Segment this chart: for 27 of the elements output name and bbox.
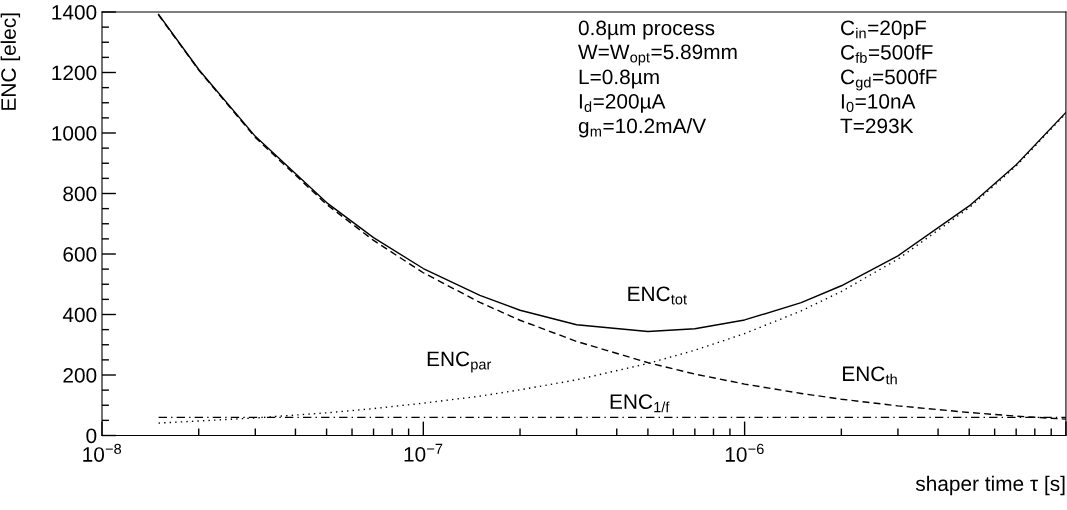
- y-tick-label: 1400: [52, 5, 97, 20]
- series-label: ENC$_{1/f}$: [610, 394, 670, 413]
- y-tick-label: 1000: [52, 126, 97, 141]
- annotation: W=W$_{opt}$=5.89mm: [578, 44, 737, 66]
- annotation: T=293K: [840, 118, 914, 134]
- y-tick-label: 200: [63, 368, 97, 383]
- series-label: ENC$_{tot}$: [628, 286, 687, 305]
- y-tick-label: 0: [86, 428, 97, 444]
- annotation: C$_{in}$=20pF: [841, 20, 926, 40]
- y-axis-title: ENC [elec]: [0, 13, 21, 110]
- y-tick-label: 800: [63, 186, 97, 202]
- annotation: C$_{gd}$=500fF: [841, 69, 937, 91]
- series-label: ENC$_{th}$: [843, 366, 897, 385]
- series-label: ENC$_{par}$: [427, 351, 492, 373]
- x-tick-label: 10$^{−7}$: [404, 443, 443, 462]
- annotation: I$_{d}$=200µA: [579, 93, 666, 113]
- y-tick-label: 400: [62, 307, 97, 323]
- x-tick-label: 10$^{−8}$: [83, 443, 122, 462]
- y-tick-label: 600: [63, 247, 97, 262]
- x-axis-title: shaper time τ [s]: [915, 475, 1065, 496]
- annotation: g$_{m}$=10.2mA/V: [578, 118, 707, 138]
- y-tick-label: 1200: [52, 65, 97, 81]
- annotation: I$_{0}$=10nA: [841, 94, 916, 113]
- annotation: C$_{fb}$=500fF: [841, 44, 933, 63]
- annotation: L=0.8µm: [579, 69, 659, 89]
- annotation: 0.8µm process: [578, 20, 715, 40]
- x-tick-label: 10$^{−6}$: [725, 443, 764, 462]
